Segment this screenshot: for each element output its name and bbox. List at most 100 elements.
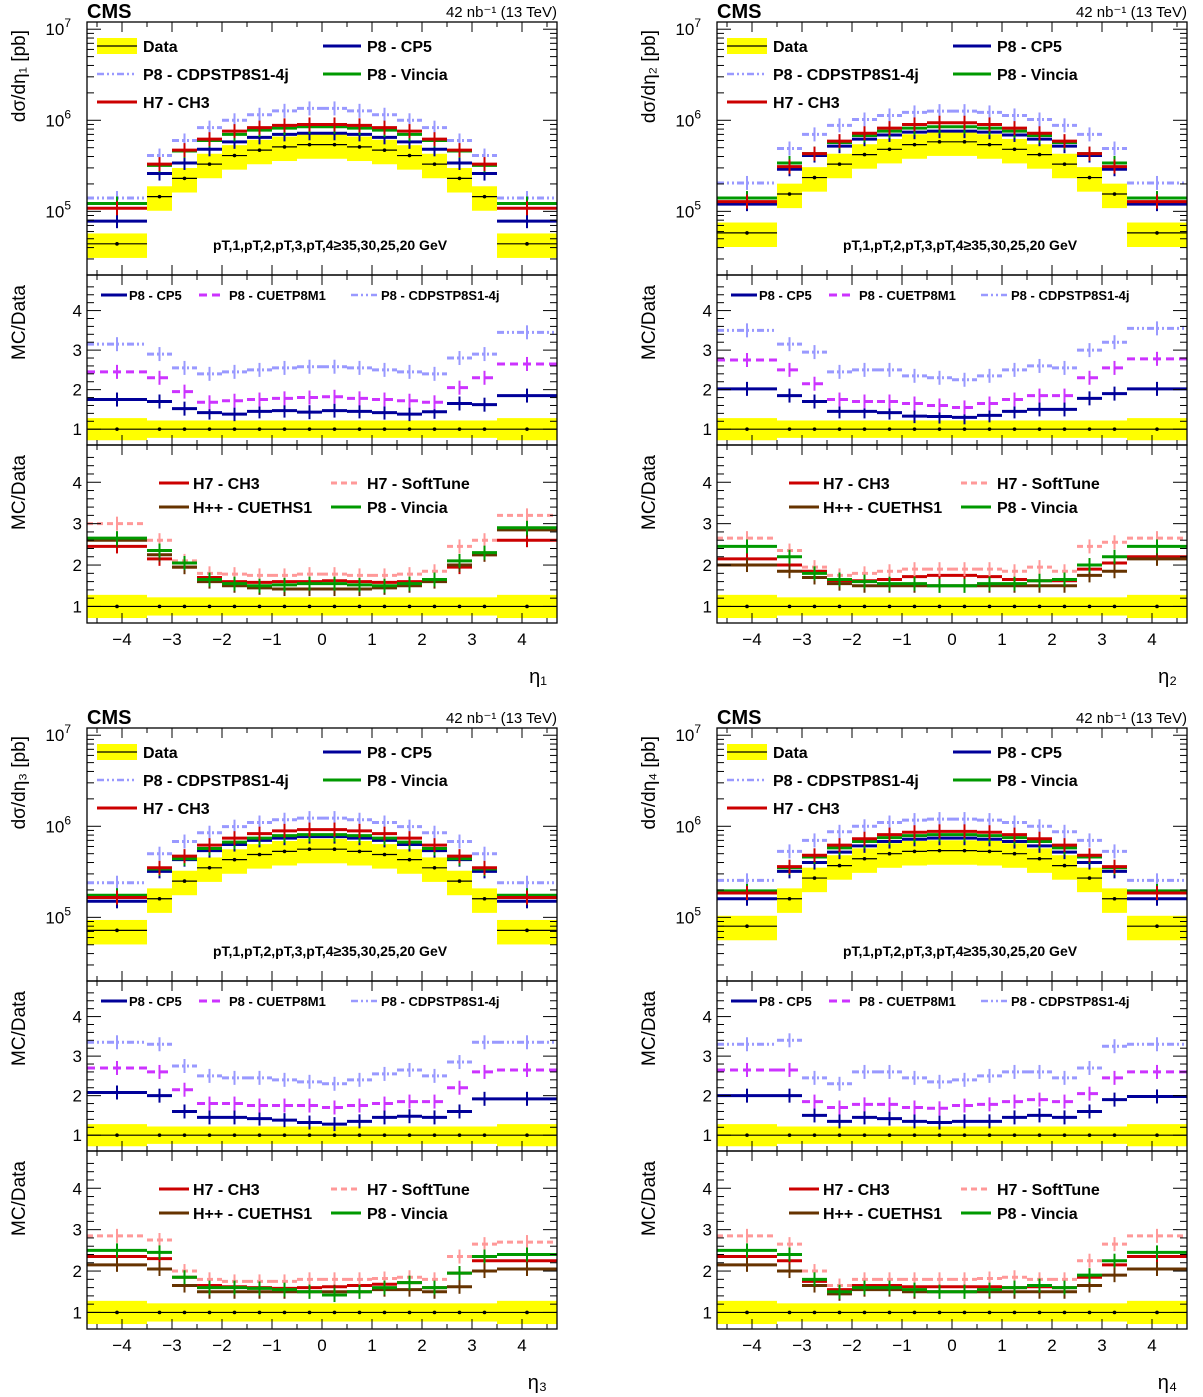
ratio-data-marker [1037,1133,1042,1137]
data-marker [912,142,917,147]
data-uncertainty-band [1077,167,1102,192]
cms-label: CMS [717,1,761,23]
ratio-data-marker [1112,1310,1117,1315]
ratio2-series-h7-ch3 [717,1249,1187,1297]
legend-label: H7 - CH3 [823,476,890,493]
data-marker [937,140,942,144]
legend-label-data: Data [143,39,178,56]
legend-ratio1: P8 - CP5 P8 - CUETP8M1 P8 - CDPSTP8S1-4j [731,288,1130,303]
ratio-data-marker [382,1133,387,1137]
legend-top: Data P8 - CP5 P8 - CDPSTP8S1-4j P8 - Vincia… [97,744,448,818]
y-tick-label: 3 [703,341,712,360]
data-marker [962,848,967,853]
ratio-data-marker [407,1310,412,1315]
data-marker [357,145,362,149]
data-marker [115,928,119,933]
legend-label: H++ - CUETHS1 [823,500,942,517]
data-marker [1037,856,1042,861]
ratio-data-marker [1112,427,1117,431]
ratio-data-marker [887,1310,892,1315]
data-uncertainty-band [777,183,802,209]
data-uncertainty-band [497,233,557,258]
data-marker [257,148,262,152]
x-tick-label: 0 [947,630,956,649]
ratio-data-marker [115,604,119,609]
y-tick-label: 4 [73,302,82,321]
ratio-data-marker [912,604,917,609]
ratio-data-marker [962,1310,967,1315]
ratio-data-marker [457,604,462,609]
ratio-data-marker [482,1310,487,1315]
data-uncertainty-band [827,855,852,880]
data-marker [1087,175,1092,180]
ratio-data-marker [987,604,992,609]
ratio-data-marker [862,1310,867,1315]
data-marker [457,879,462,883]
legend-label: H++ - CUETHS1 [193,500,312,517]
y-axis-label-top: dσ/dη₄ [pb] [639,736,660,829]
ratio2-series-p8-vincia [87,1243,557,1303]
ratio-data-marker [1012,427,1017,431]
ratio-data-marker [787,1310,792,1315]
data-marker [987,142,992,147]
ratio-data-marker [232,604,237,609]
ratio-data-marker [887,427,892,431]
plot-frame [716,1150,1188,1330]
ratio-data-marker [987,1310,992,1315]
legend-label: P8 - CDPSTP8S1-4j [143,67,289,84]
x-tick-label: 3 [467,630,476,649]
x-tick-label: 4 [517,1336,526,1355]
ratio1-series-p8-cdpstp8s1-4j [717,1033,1187,1091]
ratio-data-marker [207,427,212,431]
cut-label: pT,1,pT,2,pT,3,pT,4≥35,30,25,20 GeV [213,943,448,959]
ratio-data-marker [1012,1310,1017,1315]
data-marker [525,928,529,933]
ratio-data-marker [307,604,312,609]
data-marker [407,153,412,158]
data-marker [457,176,462,181]
y-tick-label: 2 [73,556,82,575]
y-tick-label: 2 [703,1262,712,1281]
y-tick-label: 3 [703,1047,712,1066]
legend-label: P8 - Vincia [997,67,1078,84]
legend-label: P8 - CP5 [129,994,182,1009]
ratio-data-marker [257,1133,262,1137]
y-axis-label-ratio1: MC/Data [9,991,30,1066]
data-uncertainty-band [1102,888,1127,913]
ratio-data-marker [1037,604,1042,609]
legend-label: P8 - CUETP8M1 [859,288,956,303]
y-tick-label: 106 [45,813,71,836]
x-tick-label: −1 [262,1336,281,1355]
legend-ratio1: P8 - CP5 P8 - CUETP8M1 P8 - CDPSTP8S1-4j [731,994,1130,1009]
ratio-data-marker [257,1310,262,1315]
data-uncertainty-band [472,888,497,913]
x-tick-label: 0 [947,1336,956,1355]
data-uncertainty-band [497,919,557,945]
ratio2-series-p8-vincia [717,539,1187,593]
ratio-data-marker [232,1133,237,1137]
y-tick-label: 2 [73,381,82,400]
legend-label: P8 - Vincia [997,773,1078,790]
data-marker [207,865,212,870]
ratio-data-marker [937,1133,942,1137]
y-tick-label: 3 [73,1047,82,1066]
y-axis-label-ratio1: MC/Data [639,285,660,360]
ratio-data-marker [332,1310,337,1315]
ratio-data-marker [1062,1133,1067,1137]
ratio-data-marker [115,427,119,431]
ratio-data-marker [1037,1310,1042,1315]
data-uncertainty-band [1127,915,1187,941]
ratio-data-marker [745,1310,749,1315]
ratio-data-marker [812,1133,817,1137]
data-marker [1155,924,1159,928]
ratio-data-marker [382,427,387,431]
data-marker [862,152,867,157]
ratio-data-marker [525,1133,529,1137]
x-tick-label: 1 [367,630,376,649]
ratio1-series-p8-cp5 [717,1088,1187,1130]
data-marker [525,242,529,246]
y-tick-label: 2 [703,556,712,575]
data-uncertainty-band [1002,138,1027,164]
data-uncertainty-band [447,870,472,896]
legend-label: P8 - CDPSTP8S1-4j [381,288,500,303]
